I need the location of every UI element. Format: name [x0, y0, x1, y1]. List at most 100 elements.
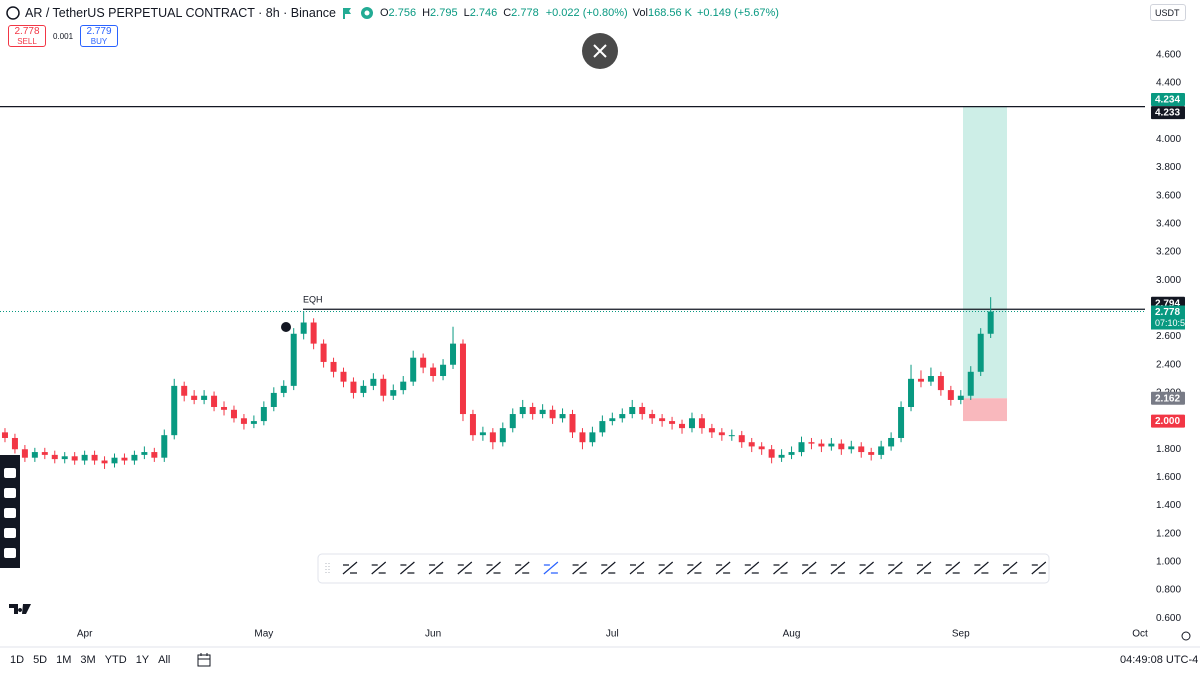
candle-body	[101, 460, 108, 464]
candle-body	[529, 406, 536, 415]
price-tag	[1151, 414, 1185, 428]
tool-icon	[658, 561, 674, 575]
candle-body	[559, 414, 566, 419]
x-tick-label: Sep	[952, 629, 970, 640]
candle-body	[798, 442, 805, 453]
candle-body	[539, 409, 546, 415]
logo	[9, 604, 31, 614]
ohlc-key: H	[422, 7, 431, 19]
candle-body	[708, 428, 715, 433]
price-tag	[1151, 92, 1185, 106]
side-icon	[4, 488, 16, 498]
side-icon	[4, 508, 16, 518]
candle-body	[131, 454, 138, 461]
y-tick-label: 1.200	[1156, 528, 1181, 539]
candle-body	[898, 406, 905, 438]
candle-body	[420, 357, 427, 368]
ohlc-value: 2.795	[430, 7, 458, 19]
tool-icon	[744, 561, 760, 575]
candle-body	[240, 418, 247, 424]
y-tick-label: 4.400	[1156, 78, 1181, 89]
tool-icon	[572, 561, 587, 575]
price-tag-label: 4.233	[1155, 108, 1180, 119]
range-button[interactable]: 1M	[56, 654, 72, 666]
range-button[interactable]: 1Y	[135, 654, 150, 666]
price-tag	[1151, 391, 1185, 405]
buy-button[interactable]: 2.779 BUY	[80, 25, 118, 47]
x-tick-label: Jul	[606, 629, 619, 640]
candle-body	[788, 452, 795, 455]
tool-icon	[486, 561, 501, 575]
candle-body	[260, 406, 267, 422]
candle-body	[181, 385, 188, 396]
date-range-icon	[197, 653, 211, 667]
y-tick-label: 0.600	[1156, 613, 1181, 624]
currency-select[interactable]: USDT	[1150, 4, 1186, 21]
candle-body	[360, 385, 367, 393]
candle-body	[848, 446, 855, 450]
range-button[interactable]: 3M	[80, 654, 96, 666]
candle-body	[469, 414, 476, 436]
candle-body	[230, 409, 237, 419]
tool-icon	[687, 561, 702, 575]
level-annotation: EQH	[303, 295, 323, 305]
candle-body	[659, 418, 666, 422]
candle-body	[201, 395, 208, 400]
candle-body	[967, 371, 974, 396]
status-icons	[342, 7, 373, 19]
candle-body	[250, 421, 257, 424]
range-button[interactable]: 1D	[10, 654, 25, 666]
close-icon	[593, 44, 607, 58]
candle-body	[599, 421, 606, 433]
candle-body	[320, 343, 327, 362]
tool-icon	[1031, 561, 1047, 575]
tool-icon	[371, 561, 387, 575]
candle-body	[171, 385, 178, 436]
candle-body	[191, 395, 198, 400]
candle-body	[221, 406, 228, 410]
candle-body	[927, 376, 934, 382]
candle-body	[549, 409, 556, 419]
alert-icon	[281, 322, 291, 332]
symbol-title[interactable]: AR / TetherUS PERPETUAL CONTRACT · 8h · …	[25, 6, 336, 20]
candle-body	[589, 432, 596, 443]
y-tick-label: 3.000	[1156, 275, 1181, 286]
candle-body	[629, 406, 636, 415]
x-tick-label: Apr	[77, 629, 93, 640]
ohlc: O 2.756 H 2.795 L 2.746 C 2.778	[380, 7, 541, 19]
y-tick-label: 3.400	[1156, 219, 1181, 230]
candle-body	[410, 357, 417, 382]
candle-body	[340, 371, 347, 382]
candle-body	[808, 442, 815, 444]
range-button[interactable]: YTD	[104, 654, 127, 666]
settings-icon	[1181, 631, 1191, 641]
sell-label: SELL	[17, 37, 37, 46]
candle-body	[21, 449, 28, 458]
candle-body	[31, 452, 38, 458]
range-button[interactable]: All	[158, 654, 171, 666]
candle-body	[141, 452, 148, 455]
candle-body	[11, 437, 18, 450]
volume: 168.56 K	[647, 7, 692, 19]
y-tick-label: 2.400	[1156, 359, 1181, 370]
candle-body	[569, 414, 576, 433]
candle-body	[81, 454, 88, 461]
buy-label: BUY	[90, 37, 108, 46]
tool-icon	[830, 561, 846, 575]
change: +0.022 (+0.80%)	[545, 7, 628, 19]
tool-icon	[887, 561, 903, 575]
ohlc-key: L	[463, 7, 470, 19]
sell-button[interactable]: 2.778 SELL	[8, 25, 46, 47]
price-tag-label: 2.794	[1155, 298, 1180, 309]
range-button[interactable]: 5D	[33, 654, 48, 666]
candle-body	[818, 443, 825, 447]
candle-body	[758, 446, 765, 450]
y-tick-label: 1.400	[1156, 500, 1181, 511]
candle-body	[718, 432, 725, 436]
tool-icon	[945, 561, 961, 575]
candle-body	[838, 443, 845, 450]
loss-zone	[963, 398, 1007, 422]
tool-icon	[629, 561, 645, 575]
price-tag-label: 2.000	[1155, 416, 1180, 427]
